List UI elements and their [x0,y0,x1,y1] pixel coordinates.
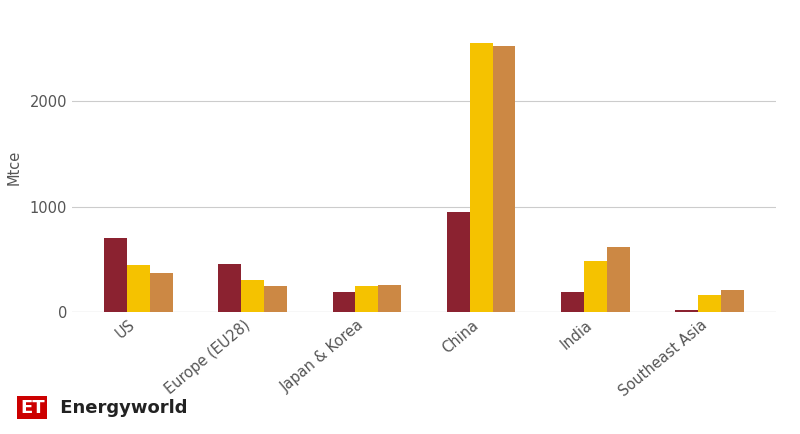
Bar [127,265,150,312]
Text: Energyworld: Energyworld [54,399,188,417]
Bar [241,280,264,312]
Bar [264,286,287,312]
Bar [378,285,401,312]
Bar [150,273,173,312]
Bar [333,292,355,312]
Bar [104,238,127,312]
Text: ET: ET [20,399,45,417]
Bar [447,212,470,312]
Bar [584,261,607,312]
Bar [470,43,493,312]
Bar [493,46,515,312]
Bar [698,295,721,312]
Bar [355,286,378,312]
Y-axis label: Mtce: Mtce [6,149,22,185]
Bar [607,247,630,312]
Bar [561,292,584,312]
Bar [218,264,241,312]
Bar [721,290,744,312]
Bar [675,309,698,312]
